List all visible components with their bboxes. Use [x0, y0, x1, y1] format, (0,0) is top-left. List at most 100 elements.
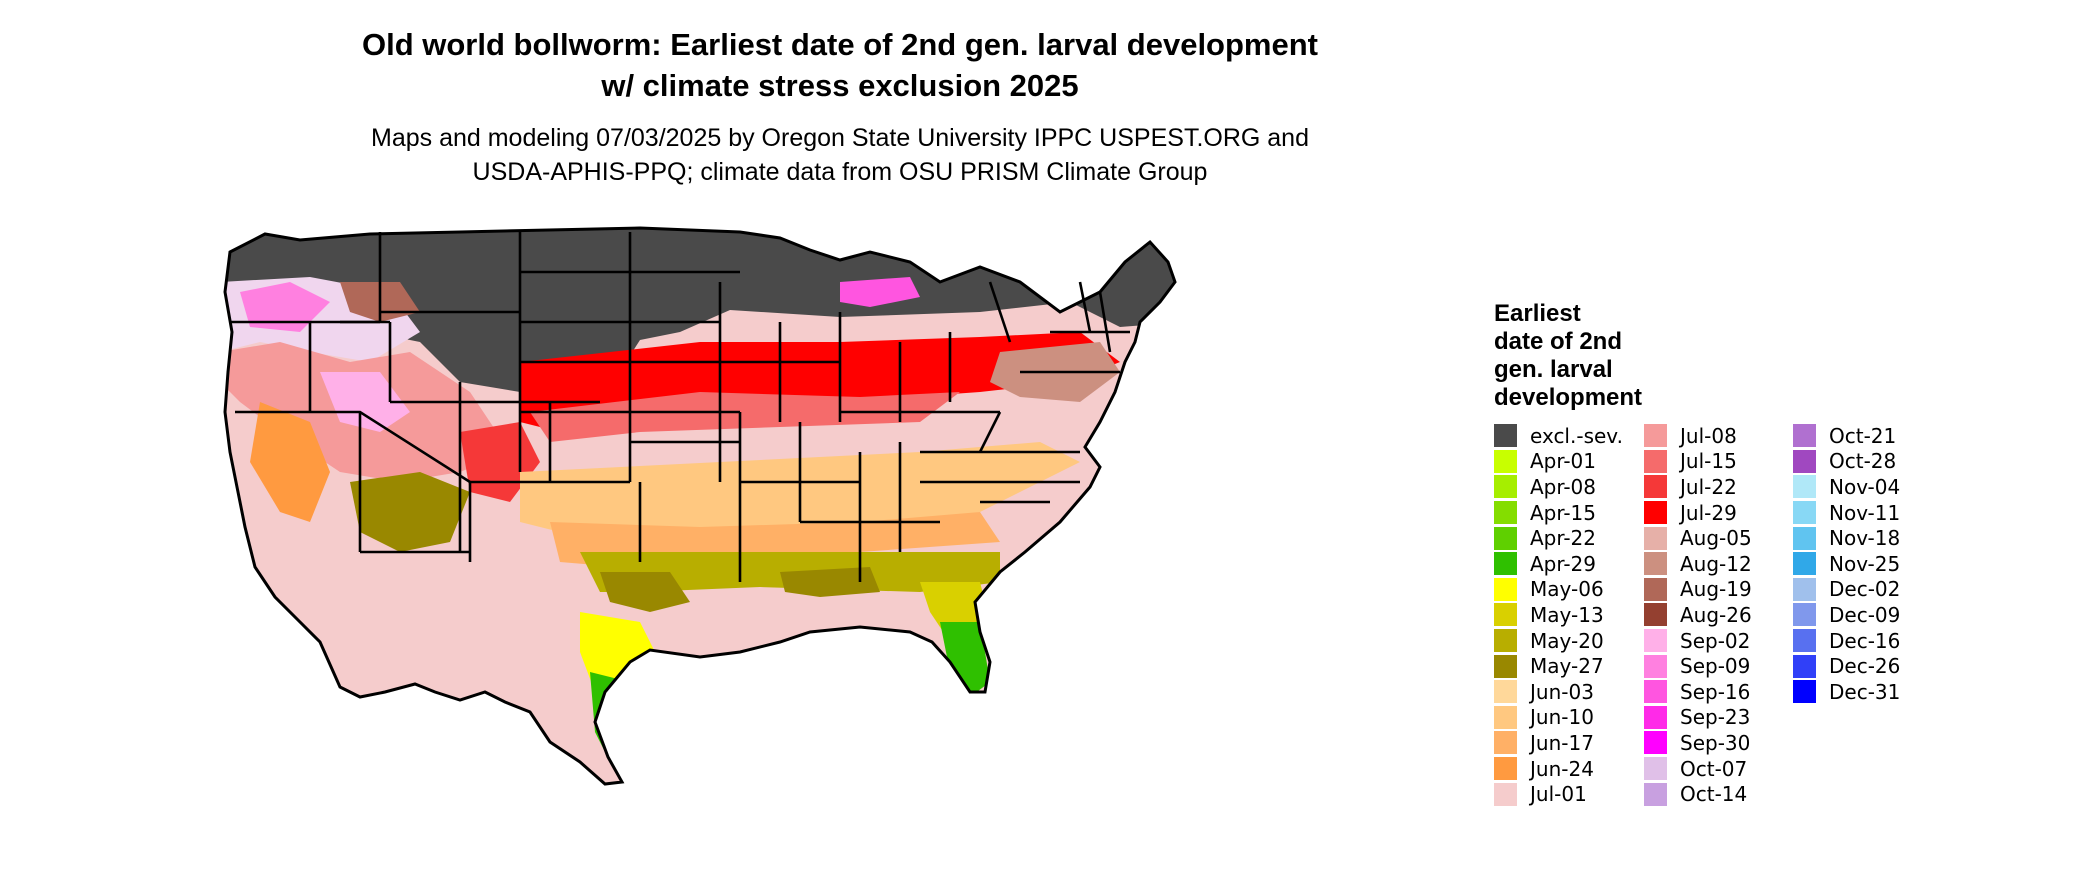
- legend-column-3: Oct-21 Oct-28 Nov-04 Nov-11 Nov-18 Nov-25 Dec-…: [1793, 423, 1900, 705]
- title-line-2: w/ climate stress exclusion 2025: [601, 68, 1079, 103]
- legend-label: Oct-07: [1680, 756, 1748, 781]
- legend-item: Nov-25: [1793, 551, 1900, 577]
- legend-item: Jul-22: [1644, 474, 1752, 500]
- legend-swatch: [1793, 552, 1816, 576]
- legend-swatch: [1494, 449, 1517, 473]
- legend-label: May-06: [1530, 577, 1604, 602]
- legend-item: Oct-07: [1644, 756, 1752, 782]
- legend-title-line: development: [1494, 384, 1643, 411]
- legend-label: May-13: [1530, 602, 1604, 627]
- legend-item: Nov-11: [1793, 500, 1900, 526]
- legend-column-1: excl.-sev. Apr-01 Apr-08 Apr-15 Apr-22 Apr-29…: [1494, 423, 1623, 807]
- legend-swatch: [1793, 680, 1816, 704]
- legend-item: May-13: [1494, 602, 1623, 628]
- legend-label: May-27: [1530, 654, 1604, 679]
- legend-swatch: [1644, 577, 1667, 601]
- legend-label: May-20: [1530, 628, 1604, 653]
- legend-swatch: [1793, 603, 1816, 627]
- legend-swatch: [1644, 757, 1667, 781]
- legend-item: Sep-16: [1644, 679, 1752, 705]
- subtitle-line-2: USDA-APHIS-PPQ; climate data from OSU PR…: [472, 158, 1208, 186]
- legend-swatch: [1494, 501, 1517, 525]
- legend-item: Apr-22: [1494, 525, 1623, 551]
- legend-label: Sep-02: [1680, 628, 1751, 653]
- legend-label: Nov-04: [1829, 474, 1901, 499]
- legend-label: Jul-08: [1680, 423, 1737, 448]
- legend-label: Aug-26: [1680, 602, 1752, 627]
- legend-item: Sep-09: [1644, 653, 1752, 679]
- legend-item: Dec-31: [1793, 679, 1900, 705]
- legend-swatch: [1494, 475, 1517, 499]
- legend-item: Jul-15: [1644, 449, 1752, 475]
- legend-title-line: gen. larval: [1494, 356, 1613, 383]
- legend-label: Aug-05: [1680, 526, 1752, 551]
- legend-label: Apr-22: [1530, 526, 1596, 551]
- legend-label: Jun-17: [1530, 730, 1594, 755]
- legend-swatch: [1644, 782, 1667, 806]
- legend-swatch: [1793, 475, 1816, 499]
- legend-item: Jun-17: [1494, 730, 1623, 756]
- legend-item: Apr-29: [1494, 551, 1623, 577]
- legend-item: May-06: [1494, 577, 1623, 603]
- legend-swatch: [1494, 552, 1517, 576]
- legend-label: Dec-31: [1829, 679, 1901, 704]
- legend-column-2: Jul-08 Jul-15 Jul-22 Jul-29 Aug-05 Aug-12 Aug-…: [1644, 423, 1752, 807]
- legend-label: Dec-09: [1829, 602, 1901, 627]
- title-line-1: Old world bollworm: Earliest date of 2nd…: [361, 27, 1318, 62]
- legend-swatch: [1644, 501, 1667, 525]
- legend-item: Sep-02: [1644, 628, 1752, 654]
- legend-item: Dec-09: [1793, 602, 1900, 628]
- legend-label: Jun-03: [1530, 679, 1594, 704]
- legend-title: Earliest date of 2nd gen. larval develop…: [1494, 300, 1642, 412]
- legend-swatch: [1644, 526, 1667, 550]
- legend-label: Apr-15: [1530, 500, 1596, 525]
- legend-swatch: [1793, 424, 1816, 448]
- legend-label: Oct-14: [1680, 782, 1748, 807]
- legend-swatch: [1494, 731, 1517, 755]
- legend-label: Jun-10: [1530, 705, 1594, 730]
- state-borders: [230, 232, 1130, 582]
- legend-swatch: [1793, 577, 1816, 601]
- legend-swatch: [1494, 629, 1517, 653]
- legend-item: Jun-24: [1494, 756, 1623, 782]
- legend-item: Oct-21: [1793, 423, 1900, 449]
- legend-label: Apr-08: [1530, 474, 1596, 499]
- legend-label: Dec-26: [1829, 654, 1901, 679]
- legend-label: Jul-29: [1680, 500, 1737, 525]
- legend-item: Jul-01: [1494, 781, 1623, 807]
- legend-item: Dec-16: [1793, 628, 1900, 654]
- legend-swatch: [1644, 449, 1667, 473]
- legend-item: Nov-18: [1793, 525, 1900, 551]
- legend-item: Jul-08: [1644, 423, 1752, 449]
- legend-label: Dec-16: [1829, 628, 1901, 653]
- legend-label: Sep-30: [1680, 730, 1751, 755]
- legend-item: Apr-08: [1494, 474, 1623, 500]
- legend-label: Sep-09: [1680, 654, 1751, 679]
- legend-swatch: [1494, 757, 1517, 781]
- legend-label: Dec-02: [1829, 577, 1901, 602]
- legend-swatch: [1494, 603, 1517, 627]
- us-map: [223, 226, 1177, 786]
- legend-title-line: date of 2nd: [1494, 328, 1623, 355]
- legend-label: Oct-28: [1829, 449, 1897, 474]
- legend-label: excl.-sev.: [1530, 423, 1623, 448]
- legend-label: Sep-23: [1680, 705, 1751, 730]
- map-subtitle: Maps and modeling 07/03/2025 by Oregon S…: [240, 121, 1440, 189]
- legend-label: Apr-01: [1530, 449, 1596, 474]
- legend-label: Jul-01: [1530, 782, 1587, 807]
- legend-item: Aug-26: [1644, 602, 1752, 628]
- legend-item: Jun-10: [1494, 705, 1623, 731]
- legend-swatch: [1494, 526, 1517, 550]
- legend-label: Oct-21: [1829, 423, 1897, 448]
- legend-label: Jul-15: [1680, 449, 1737, 474]
- legend-item: Dec-02: [1793, 577, 1900, 603]
- subtitle-line-1: Maps and modeling 07/03/2025 by Oregon S…: [371, 124, 1309, 152]
- legend-item: Apr-15: [1494, 500, 1623, 526]
- legend-item: excl.-sev.: [1494, 423, 1623, 449]
- legend-label: Sep-16: [1680, 679, 1751, 704]
- legend-item: May-20: [1494, 628, 1623, 654]
- legend-label: Nov-18: [1829, 526, 1901, 551]
- legend-swatch: [1494, 424, 1517, 448]
- legend-label: Apr-29: [1530, 551, 1596, 576]
- legend-swatch: [1494, 680, 1517, 704]
